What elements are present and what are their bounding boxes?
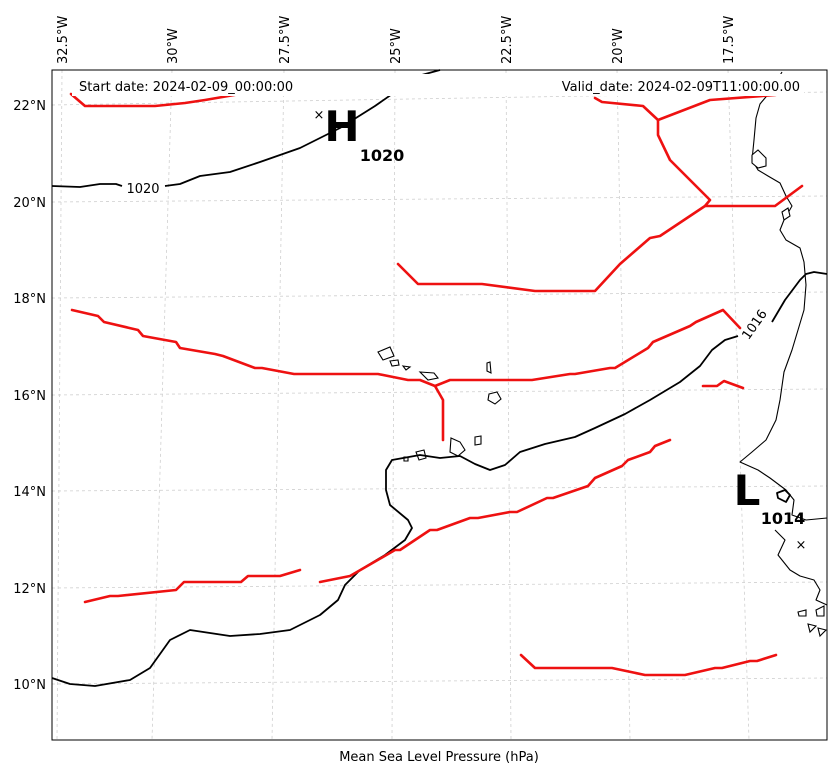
lat-tick-14n: 14°N: [13, 485, 46, 500]
low-center-marker: ×: [796, 538, 807, 553]
front-east-short: [701, 379, 745, 390]
low-pressure-center: L 1014 ×: [734, 466, 807, 553]
lon-tick-25w: 25°W: [389, 28, 404, 64]
front-central-east: [433, 308, 742, 388]
graticule: [51, 69, 828, 741]
lon-tick-27-5w: 27.5°W: [278, 16, 293, 64]
isobar-1016: [51, 335, 739, 687]
front-central: [70, 308, 445, 442]
lon-tick-20w: 20°W: [611, 28, 626, 64]
lon-tick-17-5w: 17.5°W: [722, 16, 737, 64]
high-center-marker: ×: [314, 108, 325, 123]
cape-verde-maio: [474, 435, 482, 446]
lat-tick-20n: 20°N: [13, 196, 46, 211]
front-south: [519, 653, 778, 677]
lat-tick-10n: 10°N: [13, 678, 46, 693]
isobar-label-1016: 1016: [739, 307, 770, 343]
bijagos-island-4: [817, 627, 828, 638]
map-frame: [51, 69, 828, 741]
isobar-1020: [51, 183, 123, 188]
bijagos-island-3: [815, 605, 825, 617]
x-axis-label: Mean Sea Level Pressure (hPa): [339, 750, 539, 765]
cape-verde-santo-antao: [377, 346, 395, 361]
west-africa-coast: [739, 71, 828, 521]
cape-verde-sal: [486, 361, 492, 374]
front-northeast-branch: [656, 118, 804, 208]
latitude-ticks: 22°N 20°N 18°N 16°N 14°N 12°N 10°N: [13, 99, 46, 693]
lat-tick-18n: 18°N: [13, 292, 46, 307]
start-date-label: Start date: 2024-02-09_00:00:00: [79, 80, 293, 95]
west-sahara-island: [781, 207, 791, 221]
low-value: 1014: [761, 509, 806, 528]
front-north: [69, 92, 242, 108]
isobar-1016-b: [771, 271, 828, 323]
longitude-ticks: 32.5°W 30°W 27.5°W 25°W 22.5°W 20°W 17.5…: [56, 16, 737, 64]
cape-verde-santa-luzia: [401, 365, 412, 371]
coastline: [377, 71, 828, 638]
lon-tick-22-5w: 22.5°W: [500, 16, 515, 64]
front-south-west: [83, 568, 302, 604]
senegal-gambia-coast: [774, 529, 828, 606]
isobar-near-low: [776, 489, 791, 503]
front-mid: [396, 204, 707, 293]
lat-tick-22n: 22°N: [13, 99, 46, 114]
valid-date-label: Valid_date: 2024-02-09T11:00:00.00: [562, 80, 800, 95]
cape-verde-santiago: [449, 437, 466, 457]
bijagos-island: [797, 609, 807, 617]
isobars: [51, 69, 828, 687]
lon-tick-32-5w: 32.5°W: [56, 16, 71, 64]
canary-island: [751, 149, 767, 169]
isobar-label-1020: 1020: [126, 182, 159, 197]
fronts: [69, 88, 804, 677]
lat-tick-16n: 16°N: [13, 389, 46, 404]
lat-tick-12n: 12°N: [13, 582, 46, 597]
high-pressure-center: × H 1020: [314, 102, 405, 165]
lon-tick-30w: 30°W: [166, 28, 181, 64]
high-letter: H: [324, 102, 359, 151]
cape-verde-sao-nicolau: [418, 371, 439, 381]
cape-verde-boa-vista: [487, 391, 502, 405]
high-value: 1020: [360, 146, 405, 165]
bijagos-island-2: [807, 623, 818, 634]
header-band: [72, 74, 804, 96]
front-south-mid: [318, 438, 672, 584]
cape-verde-sao-vicente: [389, 359, 400, 367]
low-letter: L: [734, 466, 761, 515]
